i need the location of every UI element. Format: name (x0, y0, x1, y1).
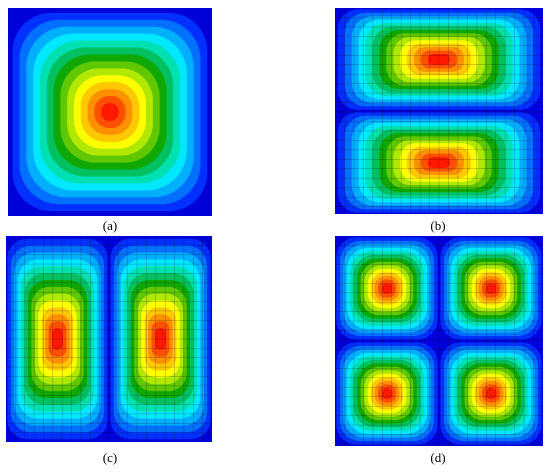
caption: (b) (430, 218, 445, 233)
contour-plot (335, 236, 543, 446)
contour-band (52, 328, 63, 350)
caption: (d) (430, 450, 445, 465)
contour-plot (6, 236, 212, 442)
caption: (c) (103, 450, 117, 465)
contour-band (381, 282, 393, 295)
contour-band (485, 387, 497, 400)
contour-band (381, 387, 393, 400)
contour-plot (8, 8, 212, 216)
caption: (a) (103, 218, 117, 233)
contour-band (101, 102, 119, 122)
contour-band (427, 157, 451, 168)
contour-band (485, 282, 497, 295)
contour-plot (335, 8, 543, 214)
contour-band (427, 54, 451, 65)
contour-band (155, 328, 166, 350)
